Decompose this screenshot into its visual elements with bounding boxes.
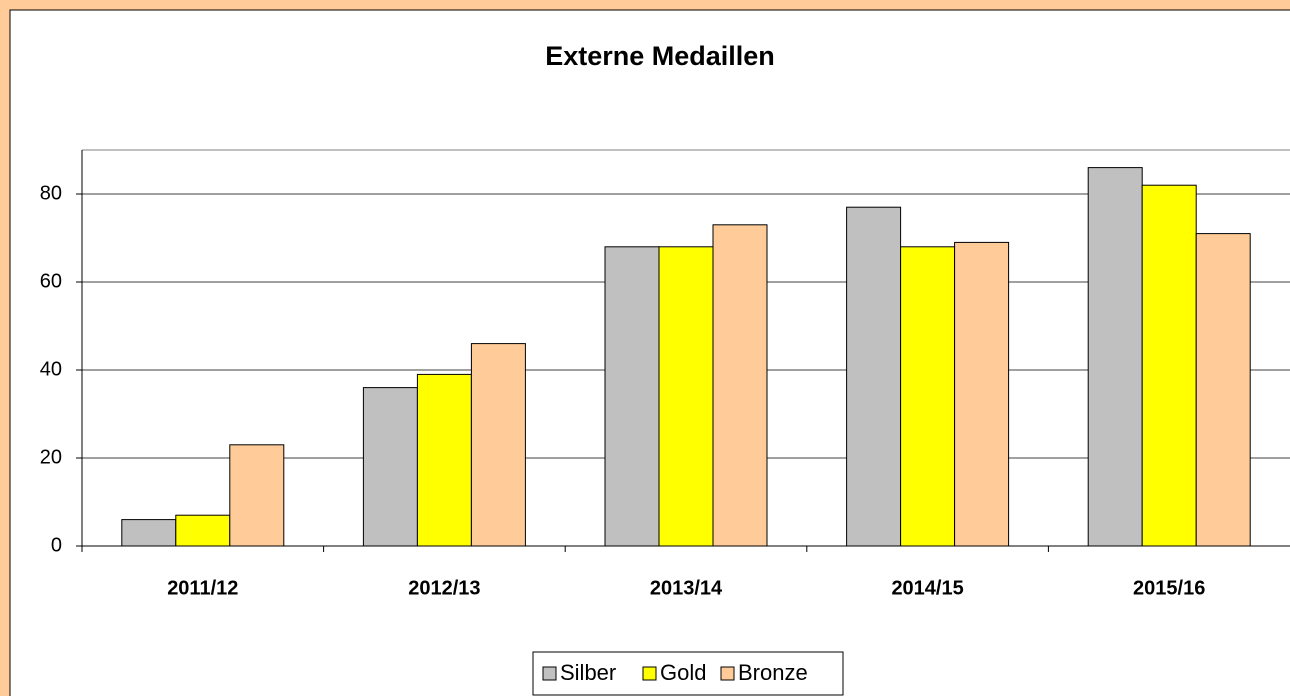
bar [362,387,418,547]
bar [416,373,472,547]
bar [900,246,956,547]
legend-label: Bronze [738,660,808,685]
bar [175,514,231,547]
bar [954,241,1010,547]
x-tick-label: 2015/16 [1133,577,1205,599]
bar [1141,184,1197,547]
y-tick-label: 20 [40,446,62,468]
legend-swatch [642,666,657,681]
bar [604,246,660,547]
bar [1087,167,1143,547]
y-tick-label: 60 [40,270,62,292]
bar [658,246,714,547]
bar [229,444,285,547]
legend-label: Silber [560,660,616,685]
bar [470,343,526,547]
x-tick-label: 2013/14 [650,577,723,599]
bar [712,224,768,547]
bar [121,519,177,547]
y-tick-label: 80 [40,182,62,204]
legend-swatch [542,666,557,681]
y-tick-label: 40 [40,358,62,380]
legend-swatch [720,666,735,681]
legend-label: Gold [660,660,706,685]
chart-title: Externe Medaillen [545,41,775,71]
x-tick-label: 2014/15 [891,577,963,599]
legend-box [532,651,844,696]
bar [846,206,902,547]
y-tick-label: 0 [51,534,62,556]
bar [1195,233,1251,547]
x-tick-label: 2011/12 [167,577,238,599]
x-tick-label: 2012/13 [408,577,480,599]
